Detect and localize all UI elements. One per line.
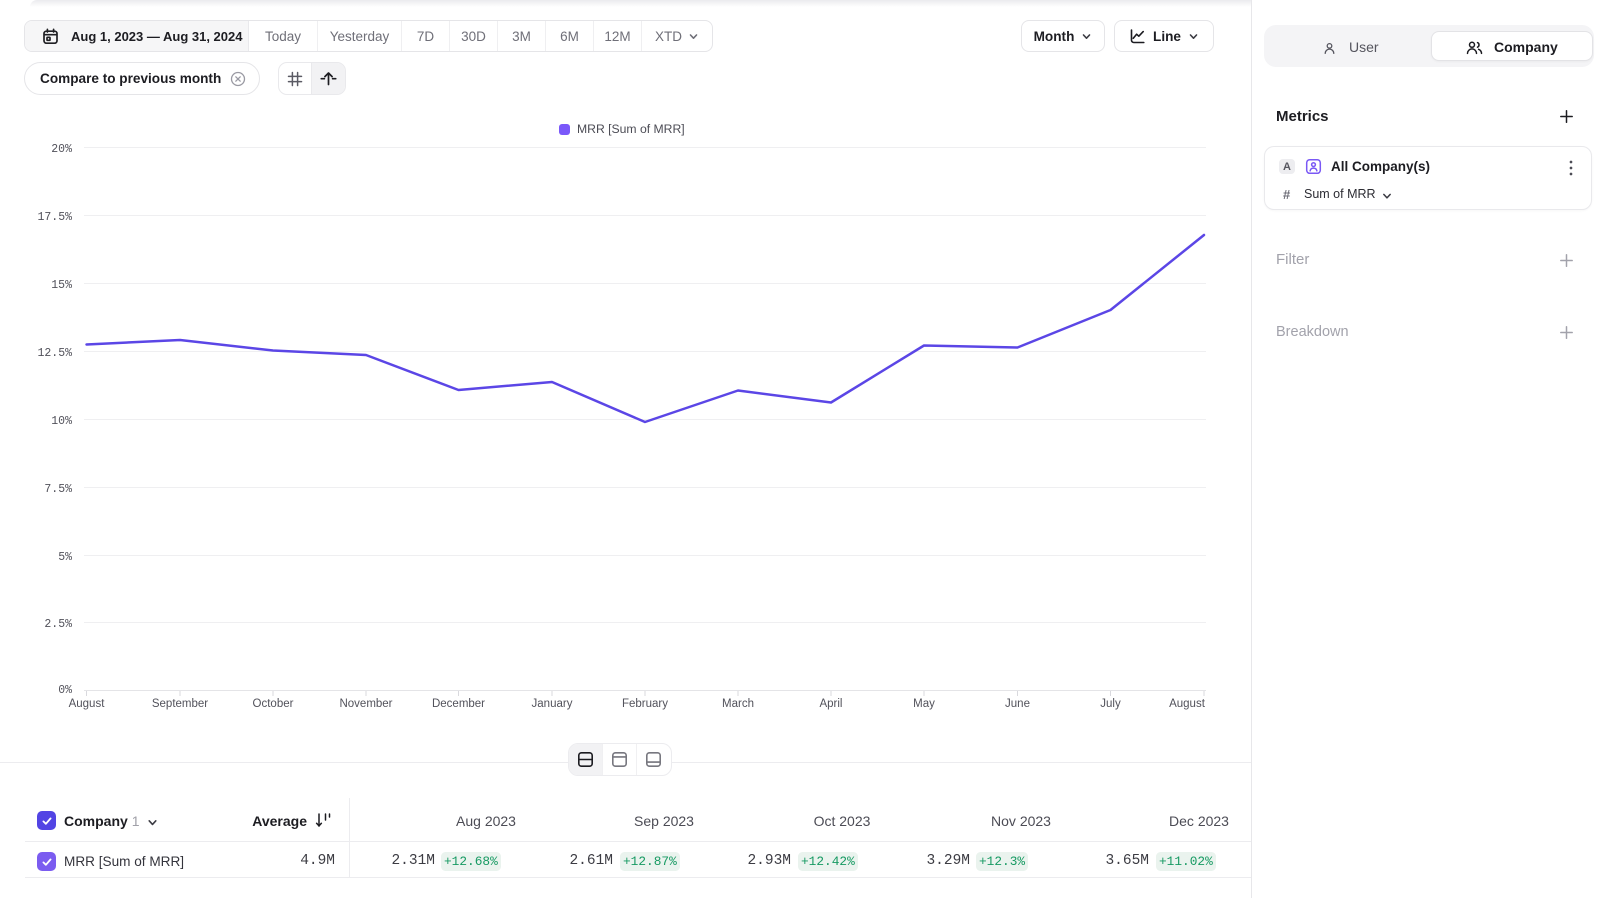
- svg-text:20%: 20%: [51, 143, 72, 156]
- svg-text:10%: 10%: [51, 415, 72, 428]
- svg-text:July: July: [1100, 698, 1121, 710]
- svg-text:2.5%: 2.5%: [44, 618, 72, 631]
- svg-text:October: October: [253, 698, 294, 710]
- svg-text:12.5%: 12.5%: [37, 347, 72, 360]
- svg-text:7.5%: 7.5%: [44, 483, 72, 496]
- svg-text:February: February: [622, 698, 668, 710]
- svg-text:5%: 5%: [58, 551, 72, 564]
- svg-text:April: April: [819, 698, 842, 710]
- svg-text:January: January: [532, 698, 573, 710]
- svg-text:December: December: [432, 698, 485, 710]
- svg-text:17.5%: 17.5%: [37, 211, 72, 224]
- svg-text:March: March: [722, 698, 754, 710]
- svg-text:May: May: [913, 698, 935, 710]
- svg-text:15%: 15%: [51, 279, 72, 292]
- svg-text:August: August: [69, 698, 106, 710]
- svg-text:November: November: [339, 698, 392, 710]
- svg-text:September: September: [152, 698, 208, 710]
- svg-text:0%: 0%: [58, 684, 72, 697]
- svg-text:August: August: [1169, 698, 1206, 710]
- svg-text:June: June: [1005, 698, 1030, 710]
